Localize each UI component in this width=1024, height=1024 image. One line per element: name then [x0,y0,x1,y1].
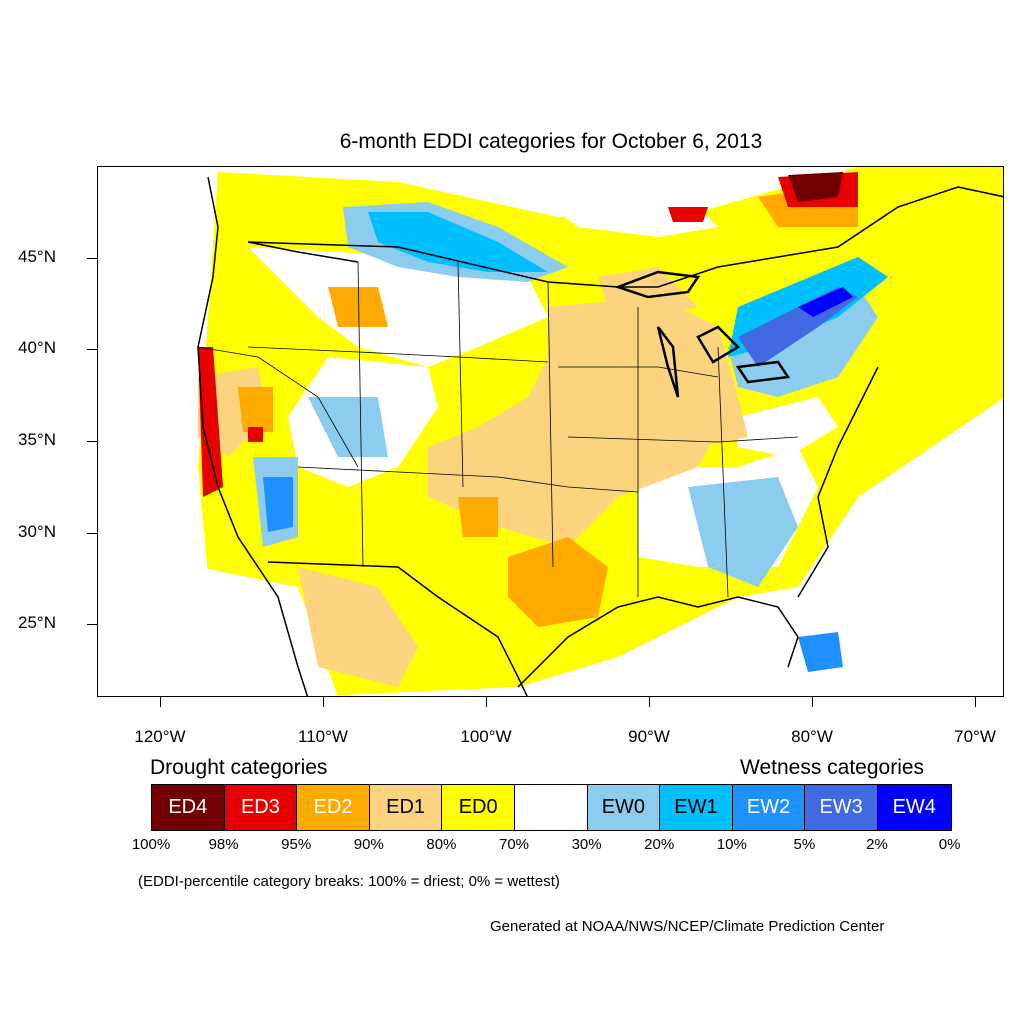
y-tick-mark [87,349,97,350]
legend-box-ew2: EW2 [732,785,806,830]
x-tick-label: 120°W [134,727,186,746]
x-tick-label: 90°W [628,727,670,746]
x-tick-label: 80°W [791,727,833,746]
legend-box-ed4: ED4 [152,785,225,830]
percentile-label: 98% [208,836,239,853]
ed2-region [508,537,608,627]
map-title: 6-month EDDI categories for October 6, 2… [339,130,763,153]
y-tick-label: 30°N [18,522,56,541]
x-tick-label: 110°W [298,727,348,746]
percentile-label: 2% [866,836,888,853]
ed1-region [298,567,418,687]
y-tick-mark [87,624,97,625]
ed1-region [678,387,748,447]
legend-box-ed3: ED3 [224,785,298,830]
x-tick-label: 70°W [954,727,996,746]
percentile-label: 5% [793,836,816,853]
ed3-region [198,347,223,497]
x-tick-mark [649,697,650,707]
coastlines [197,176,1003,696]
wetness-heading: Wetness categories [740,756,925,779]
drought-heading: Drought categories [150,756,328,779]
legend-box-ew3: EW3 [805,785,878,830]
ed3-region [248,427,263,442]
legend-box-normal [514,785,588,830]
percentile-label: 90% [353,836,384,853]
ed2-region [458,497,498,537]
y-tick-mark [87,533,97,534]
percentile-label: 10% [716,836,747,853]
percentile-label: 0% [938,836,961,853]
white-area [198,567,338,696]
category-note: (EDDI-percentile category breaks: 100% =… [138,873,560,890]
ew0-region [688,477,798,587]
ed4-region [788,172,843,202]
ew2-region [263,477,293,532]
y-tick-label: 45°N [18,247,56,266]
y-tick-label: 25°N [18,613,56,632]
x-tick-mark [486,697,487,707]
ed1-region [598,267,698,317]
eddi-map [97,166,1004,697]
credit-text: Generated at NOAA/NWS/NCEP/Climate Predi… [490,918,885,935]
percentile-label: 30% [571,836,602,853]
legend-box-ew4: EW4 [877,785,951,830]
x-tick-mark [160,697,161,707]
ew1-region [368,212,548,272]
percentile-label: 70% [498,836,530,853]
y-tick-label: 35°N [18,430,56,449]
great-lakes [614,270,791,398]
x-tick-mark [812,697,813,707]
legend-color-bar: ED4 ED3 ED2 ED1 ED0 EW0 EW1 EW2 EW3 EW4 [151,784,952,831]
ew0-region [308,397,388,457]
ed1-region [428,297,738,547]
legend-box-ed2: ED2 [297,785,370,830]
y-tick-mark [87,441,97,442]
percentile-label: 95% [281,836,312,853]
legend-box-ed1: ED1 [369,785,443,830]
ed2-region [328,287,388,327]
percentile-label: 100% [131,836,171,853]
legend-box-ew0: EW0 [587,785,661,830]
x-tick-label: 100°W [460,727,512,746]
legend-box-ed0: ED0 [442,785,515,830]
percentile-label: 20% [644,836,675,853]
y-tick-mark [87,258,97,259]
white-area [738,397,838,457]
x-tick-mark [975,697,976,707]
x-tick-mark [323,697,324,707]
ed3-region [668,207,708,222]
state-borders [197,261,799,598]
ew4-region [798,287,853,317]
legend-box-ew1: EW1 [660,785,733,830]
y-tick-label: 40°N [18,338,56,357]
ed2-region [238,387,273,432]
ew2-region [798,632,843,672]
percentile-label: 80% [426,836,457,853]
